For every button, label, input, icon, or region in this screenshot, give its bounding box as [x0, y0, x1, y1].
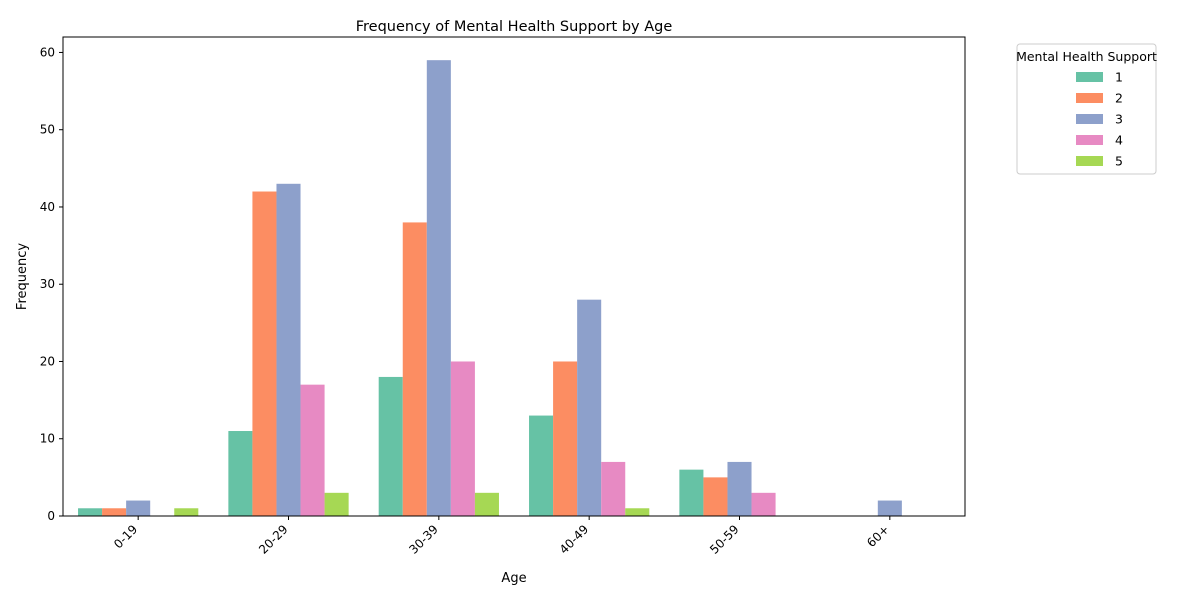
bar-20-29-series-4 [300, 384, 325, 516]
bar-50-59-series-4 [751, 492, 776, 516]
legend-swatch-2 [1076, 93, 1103, 103]
bar-0-19-series-1 [78, 508, 103, 516]
bar-0-19-series-2 [102, 508, 127, 516]
bar-50-59-series-1 [679, 469, 704, 516]
y-tick-label: 60 [40, 45, 55, 59]
bar-30-39-series-3 [426, 60, 451, 516]
y-tick-label: 50 [40, 123, 55, 137]
bar-20-29-series-2 [252, 191, 277, 517]
legend-swatch-1 [1076, 72, 1103, 82]
y-tick-label: 0 [47, 509, 55, 523]
legend: Mental Health Support 1 2 3 4 5 [1016, 43, 1157, 175]
y-axis: 0 10 20 30 40 50 60 [40, 45, 63, 523]
bars-group [78, 60, 902, 517]
x-tick-label: 50-59 [707, 522, 742, 557]
bar-0-19-series-3 [126, 500, 151, 516]
bar-20-29-series-1 [228, 431, 253, 516]
bar-40-49-series-5 [625, 508, 650, 516]
x-tick-label: 40-49 [557, 522, 592, 557]
legend-label-4: 4 [1115, 133, 1123, 148]
bar-40-49-series-2 [553, 361, 578, 516]
y-tick-label: 10 [40, 432, 55, 446]
bar-60+-series-3 [877, 500, 902, 516]
legend-swatch-3 [1076, 114, 1103, 124]
bar-0-19-series-5 [174, 508, 199, 516]
legend-label-2: 2 [1115, 91, 1123, 106]
legend-swatch-4 [1076, 135, 1103, 145]
y-tick-label: 40 [40, 200, 55, 214]
y-tick-label: 30 [40, 277, 55, 291]
legend-label-1: 1 [1115, 70, 1123, 85]
legend-title: Mental Health Support [1016, 49, 1157, 64]
x-tick-label: 0-19 [111, 522, 140, 551]
legend-label-3: 3 [1115, 112, 1123, 127]
bar-30-39-series-4 [450, 361, 475, 516]
x-tick-label: 60+ [864, 522, 892, 550]
bar-40-49-series-3 [577, 299, 602, 516]
x-tick-label: 30-39 [406, 522, 441, 557]
plot-frame [62, 36, 966, 517]
x-axis-label: Age [501, 571, 526, 586]
bar-20-29-series-3 [276, 183, 301, 516]
bar-40-49-series-1 [529, 415, 554, 516]
legend-swatch-5 [1076, 156, 1103, 166]
legend-label-5: 5 [1115, 154, 1123, 169]
x-tick-label: 20-29 [256, 522, 291, 557]
bar-20-29-series-5 [324, 492, 349, 516]
bar-30-39-series-2 [402, 222, 427, 516]
chart-title: Frequency of Mental Health Support by Ag… [356, 19, 673, 35]
bar-50-59-series-3 [727, 461, 752, 516]
legend-frame [1016, 43, 1157, 175]
bar-50-59-series-2 [703, 477, 728, 516]
bar-40-49-series-4 [601, 461, 626, 516]
y-axis-label: Frequency [15, 243, 30, 310]
y-tick-label: 20 [40, 354, 55, 368]
x-axis: 0-19 20-29 30-39 40-49 50-59 60+ [111, 516, 892, 557]
bar-30-39-series-1 [378, 376, 403, 516]
bar-30-39-series-5 [474, 492, 499, 516]
legend-items: 1 2 3 4 5 [1076, 70, 1123, 169]
